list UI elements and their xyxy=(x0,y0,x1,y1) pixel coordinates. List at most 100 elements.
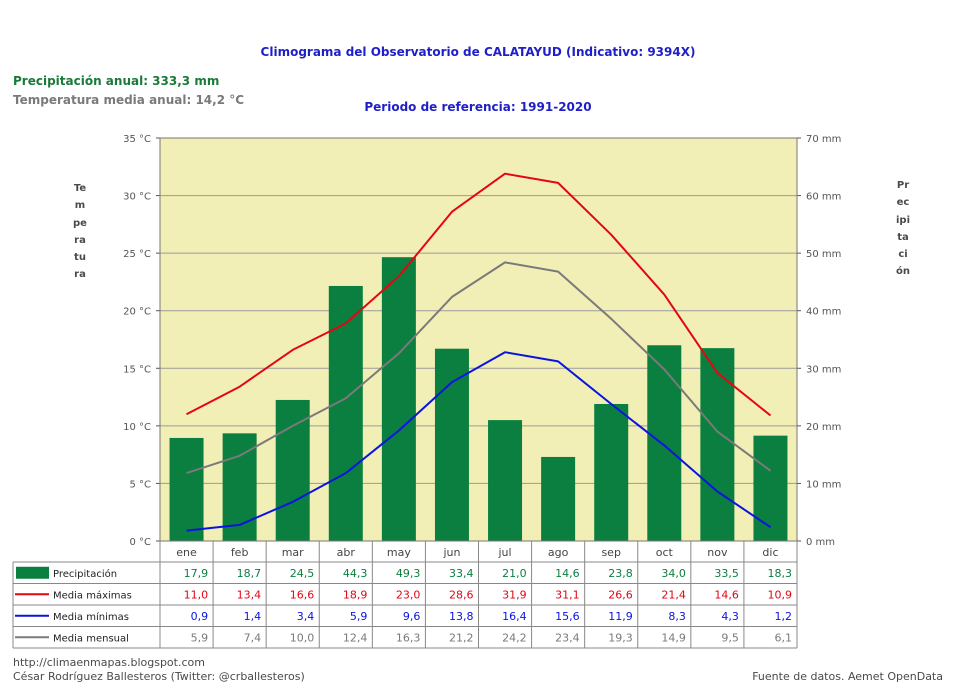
month-label: abr xyxy=(337,546,356,559)
data-value-label: 19,3 xyxy=(608,631,633,644)
precipitation-bar xyxy=(381,257,416,541)
series-line xyxy=(186,351,772,532)
data-value-label: 11,0 xyxy=(184,588,209,601)
month-label: may xyxy=(387,546,411,559)
data-value-label: 31,1 xyxy=(555,588,580,601)
data-value-label: 18,3 xyxy=(768,567,793,580)
data-value-label: 24,2 xyxy=(502,631,527,644)
left-tick-label: 20 °C xyxy=(123,307,151,318)
data-value-label: 14,9 xyxy=(661,631,686,644)
month-label: feb xyxy=(231,546,249,559)
data-value-label: 21,2 xyxy=(449,631,474,644)
left-tick-label: 30 °C xyxy=(123,192,151,203)
precipitation-bar xyxy=(488,420,523,541)
data-value-label: 14,6 xyxy=(555,567,580,580)
month-label: nov xyxy=(707,546,728,559)
legend-swatch-precipitation xyxy=(16,566,49,579)
precipitation-bar xyxy=(753,435,788,541)
month-label: jun xyxy=(442,546,460,559)
data-value-label: 18,9 xyxy=(343,588,368,601)
data-value-label: 3,4 xyxy=(297,610,315,623)
right-tick-label: 70 mm xyxy=(806,134,841,145)
series-line xyxy=(186,172,772,417)
data-value-label: 44,3 xyxy=(343,567,368,580)
data-value-label: 1,2 xyxy=(775,610,793,623)
data-value-label: 26,6 xyxy=(608,588,633,601)
left-tick-label: 10 °C xyxy=(123,422,151,433)
plot-area xyxy=(160,138,797,541)
footer-author: César Rodríguez Ballesteros (Twitter: @c… xyxy=(13,670,305,683)
chart-title: Climograma del Observatorio de CALATAYUD… xyxy=(260,45,696,59)
footer-blog-url[interactable]: http://climaenmapas.blogspot.com xyxy=(13,656,205,669)
chart-subtitle: Periodo de referencia: 1991-2020 xyxy=(364,100,592,114)
precipitation-bar xyxy=(169,437,204,541)
data-value-label: 23,8 xyxy=(608,567,633,580)
data-value-label: 5,9 xyxy=(350,610,368,623)
left-tick-label: 35 °C xyxy=(123,134,151,145)
series-line xyxy=(186,261,772,475)
legend-label: Media mensual xyxy=(53,633,129,644)
data-value-label: 17,9 xyxy=(184,567,209,580)
data-value-label: 33,4 xyxy=(449,567,474,580)
data-value-label: 33,5 xyxy=(714,567,739,580)
data-value-label: 10,0 xyxy=(290,631,315,644)
precipitation-bar xyxy=(222,433,257,541)
data-value-label: 21,4 xyxy=(661,588,686,601)
data-value-label: 16,4 xyxy=(502,610,527,623)
right-tick-label: 50 mm xyxy=(806,249,841,260)
data-value-label: 23,0 xyxy=(396,588,421,601)
precipitation-bar xyxy=(541,456,576,541)
data-value-label: 13,8 xyxy=(449,610,474,623)
data-value-label: 31,9 xyxy=(502,588,527,601)
data-value-label: 13,4 xyxy=(237,588,262,601)
right-tick-label: 10 mm xyxy=(806,479,841,490)
precipitation-bar xyxy=(594,403,629,541)
left-tick-label: 5 °C xyxy=(129,479,151,490)
data-value-label: 9,5 xyxy=(721,631,739,644)
data-value-label: 12,4 xyxy=(343,631,368,644)
month-label: ago xyxy=(548,546,569,559)
left-tick-label: 25 °C xyxy=(123,249,151,260)
data-value-label: 11,9 xyxy=(608,610,633,623)
data-value-label: 23,4 xyxy=(555,631,580,644)
legend-label: Media mínimas xyxy=(53,611,129,623)
data-value-label: 18,7 xyxy=(237,567,262,580)
data-value-label: 8,3 xyxy=(668,610,686,623)
data-value-label: 15,6 xyxy=(555,610,580,623)
left-tick-label: 0 °C xyxy=(129,537,151,548)
precipitation-bar xyxy=(434,348,469,541)
right-tick-label: 30 mm xyxy=(806,364,841,375)
month-label: sep xyxy=(601,546,620,559)
right-tick-label: 0 mm xyxy=(806,537,835,548)
data-value-label: 7,4 xyxy=(244,631,262,644)
right-axis-label: Precipitación xyxy=(896,180,911,278)
data-value-label: 21,0 xyxy=(502,567,527,580)
data-value-label: 5,9 xyxy=(191,631,209,644)
precipitation-bar xyxy=(647,345,682,541)
data-value-label: 16,3 xyxy=(396,631,421,644)
annual-temperature: Temperatura media anual: 14,2 °C xyxy=(13,93,245,107)
left-tick-label: 15 °C xyxy=(123,364,151,375)
legend-label: Precipitación xyxy=(53,568,117,580)
data-value-label: 24,5 xyxy=(290,567,315,580)
right-tick-label: 60 mm xyxy=(806,192,841,203)
month-label: ene xyxy=(176,546,197,559)
month-label: oct xyxy=(656,546,674,559)
right-tick-label: 40 mm xyxy=(806,307,841,318)
data-value-label: 49,3 xyxy=(396,567,421,580)
precipitation-bar xyxy=(275,399,310,541)
left-axis-label: Temperatura xyxy=(73,183,87,281)
data-value-label: 34,0 xyxy=(661,567,686,580)
legend-label: Media máximas xyxy=(53,589,132,601)
data-value-label: 0,9 xyxy=(191,610,209,623)
data-value-label: 6,1 xyxy=(775,631,793,644)
month-label: jul xyxy=(497,546,511,559)
month-label: mar xyxy=(282,546,304,559)
annual-precipitation: Precipitación anual: 333,3 mm xyxy=(13,74,220,88)
data-value-label: 16,6 xyxy=(290,588,315,601)
precipitation-bar xyxy=(700,348,735,541)
data-value-label: 28,6 xyxy=(449,588,474,601)
data-value-label: 4,3 xyxy=(721,610,739,623)
month-label: dic xyxy=(762,546,778,559)
